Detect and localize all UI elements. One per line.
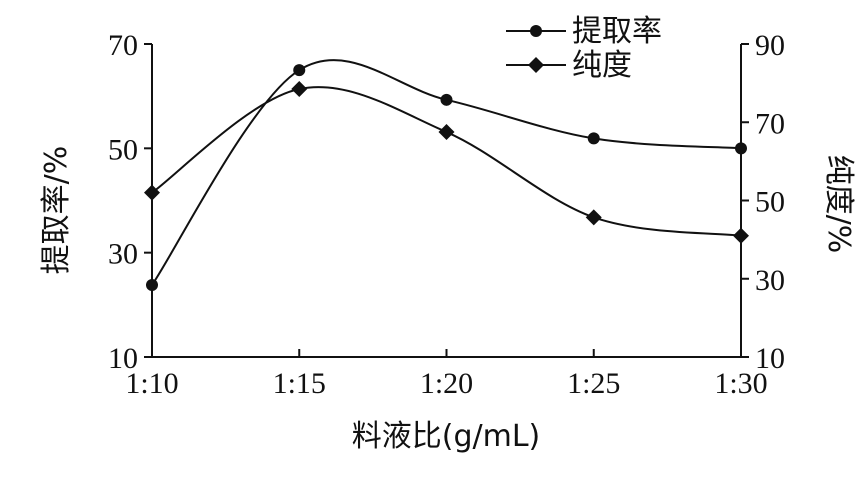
series-line-0 [151,59,742,286]
left-y-tick-label: 10 [108,342,138,375]
legend-marker-diamond [528,57,544,73]
data-point-circle [587,132,600,145]
left-y-axis-title: 提取率/% [39,146,74,275]
data-point-diamond [733,227,749,244]
right-y-tick-label: 30 [755,264,785,297]
right-y-tick-label: 10 [755,342,785,375]
markers [144,64,749,292]
legend-label-purity: 纯度 [572,48,632,83]
legend-label-extraction-rate: 提取率 [572,14,662,49]
axes [151,44,742,358]
legend: 提取率 纯度 [506,14,662,83]
data-point-diamond [438,124,455,141]
series-line-1 [151,86,742,237]
right-y-tick-label: 90 [755,29,785,62]
legend-marker-circle [530,25,542,37]
ticks [144,43,749,358]
data-point-circle [146,279,158,292]
data-point-circle [440,93,453,106]
data-point-diamond [144,184,160,201]
x-tick-label: 1:30 [714,367,767,400]
data-point-circle [735,142,747,155]
left-y-tick-label: 50 [108,133,138,166]
legend-item-extraction-rate: 提取率 [506,14,662,49]
right-y-axis-title: 纯度/% [821,155,856,254]
x-tick-label: 1:25 [567,367,620,400]
left-y-tick-label: 70 [108,29,138,62]
legend-item-purity: 纯度 [506,48,632,83]
data-point-diamond [291,80,308,97]
series-lines [151,59,742,286]
data-point-diamond [585,209,602,226]
right-y-tick-label: 70 [755,107,785,140]
right-y-tick-label: 50 [755,186,785,219]
left-y-tick-label: 30 [108,238,138,271]
x-tick-label: 1:10 [125,367,178,400]
x-tick-label: 1:15 [273,367,326,400]
x-axis-title: 料液比(g/mL) [352,419,541,454]
data-point-circle [293,64,306,77]
x-tick-label: 1:20 [420,367,473,400]
